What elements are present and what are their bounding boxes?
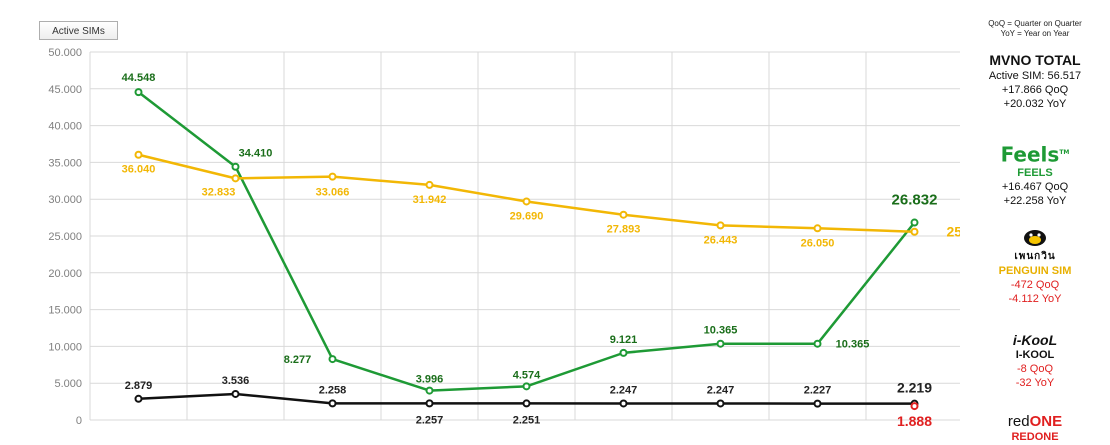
data-label-feels: 34.410 [239, 148, 273, 160]
ikool-name: I-KOOL [1015, 349, 1055, 361]
y-tick-label: 35.000 [48, 157, 82, 169]
data-point-ikool [134, 394, 143, 403]
mvno-total-title: MVNO TOTAL [989, 52, 1081, 68]
redone-logo: redONE [1007, 413, 1063, 430]
penguin-icon [1024, 230, 1046, 246]
data-point-feels [134, 88, 143, 97]
data-label-ikool: 2.247 [707, 384, 735, 396]
line-chart: 0 5.000 10.000 15.000 20.000 25.000 30.000 35.0… [48, 47, 961, 429]
redone-block: redONE REDONE [967, 414, 1103, 444]
data-point-ikool [425, 399, 434, 408]
feels-name: FEELS [1017, 166, 1053, 179]
mvno-qoq: +17.866 QoQ [1001, 84, 1069, 96]
y-tick-label: 5.000 [54, 378, 82, 390]
data-point-feels [328, 355, 337, 364]
penguin-name: PENGUIN SIM [998, 265, 1072, 277]
y-tick-label: 10.000 [48, 341, 82, 353]
data-point-penguin [716, 221, 725, 230]
y-tick-label: 50.000 [48, 47, 82, 59]
data-point-ikool [522, 399, 531, 408]
data-label-ikool: 2.219 [897, 380, 932, 396]
ikool-logo: i-KooL [1012, 332, 1058, 348]
data-point-ikool [813, 399, 822, 408]
feels-yoy: +22.258 YoY [1003, 194, 1067, 207]
penguin-block: เพนกวิน PENGUIN SIM -472 QoQ -4.112 YoY [967, 228, 1103, 306]
data-point-feels [231, 162, 240, 171]
data-label-ikool: 2.258 [319, 384, 347, 396]
penguin-qoq: -472 QoQ [1010, 279, 1060, 291]
y-tick-label: 40.000 [48, 121, 82, 133]
data-label-ikool: 3.536 [222, 375, 250, 387]
data-label-feels: 10.365 [836, 339, 870, 351]
feels-qoq: +16.467 QoQ [1001, 180, 1069, 193]
data-label-penguin: 31.942 [413, 194, 447, 206]
y-tick-label: 25.000 [48, 231, 82, 243]
data-point-feels [813, 339, 822, 348]
data-point-feels [522, 382, 531, 391]
data-label-ikool: 2.257 [416, 414, 444, 426]
data-label-penguin: 32.833 [202, 186, 236, 198]
data-label-feels: 3.996 [416, 374, 444, 386]
data-point-penguin [231, 174, 240, 183]
data-point-penguin [328, 172, 337, 181]
data-label-penguin: 29.690 [510, 210, 544, 222]
active-sims-button[interactable]: Active SIMs [39, 21, 118, 40]
data-label-penguin: 25.578 [947, 224, 961, 240]
data-point-penguin [134, 150, 143, 159]
y-tick-label: 45.000 [48, 84, 82, 96]
data-label-feels: 10.365 [704, 325, 738, 337]
data-label-penguin: 26.443 [704, 234, 738, 246]
y-tick-label: 15.000 [48, 305, 82, 317]
ikool-yoy: -32 YoY [1015, 377, 1055, 389]
redone-name: REDONE [1011, 431, 1059, 443]
data-label-feels: 4.574 [513, 369, 541, 381]
data-label-penguin: 36.040 [122, 164, 156, 176]
data-point-penguin [425, 180, 434, 189]
data-label-feels: 8.277 [284, 354, 312, 366]
qoq-note: QoQ = Quarter on Quarter [988, 19, 1082, 28]
data-point-ikool [619, 399, 628, 408]
data-point-penguin [619, 210, 628, 219]
data-point-ikool [231, 389, 240, 398]
data-point-ikool [716, 399, 725, 408]
data-label-redone: 1.888 [897, 413, 932, 429]
data-label-penguin: 27.893 [607, 224, 641, 236]
penguin-logo-text: เพนกวิน [1014, 251, 1056, 262]
data-label-feels: 44.548 [122, 72, 156, 84]
ikool-block: i-KooL I-KOOL -8 QoQ -32 YoY [967, 332, 1103, 390]
data-point-redone [910, 402, 919, 411]
data-label-feels: 26.832 [892, 192, 938, 209]
mvno-yoy: +20.032 YoY [1003, 98, 1067, 110]
penguin-yoy: -4.112 YoY [1008, 293, 1062, 305]
feels-logo: FeelsTM [1000, 142, 1070, 167]
y-tick-label: 30.000 [48, 194, 82, 206]
data-label-penguin: 26.050 [801, 237, 835, 249]
data-point-penguin [910, 227, 919, 236]
ikool-qoq: -8 QoQ [1016, 363, 1054, 375]
data-point-feels [425, 386, 434, 395]
mvno-active-sim: Active SIM: 56.517 [988, 70, 1082, 82]
y-tick-label: 20.000 [48, 268, 82, 280]
penguin-logo [967, 228, 1103, 250]
feels-block: FeelsTM FEELS +16.467 QoQ +22.258 YoY [967, 142, 1103, 208]
data-point-penguin [522, 197, 531, 206]
mvno-total-block: MVNO TOTAL Active SIM: 56.517 +17.866 Qo… [967, 51, 1103, 111]
data-point-feels [716, 339, 725, 348]
data-point-ikool [328, 399, 337, 408]
data-label-feels: 9.121 [610, 334, 638, 346]
yoy-note: YoY = Year on Year [1000, 29, 1070, 38]
data-label-ikool: 2.251 [513, 414, 541, 426]
data-label-ikool: 2.227 [804, 385, 832, 397]
data-label-ikool: 2.879 [125, 380, 153, 392]
series-line-feels [137, 91, 916, 392]
abbreviation-notes: QoQ = Quarter on Quarter YoY = Year on Y… [960, 19, 1110, 39]
data-point-feels [910, 218, 919, 227]
data-point-penguin [813, 224, 822, 233]
data-label-penguin: 33.066 [316, 187, 350, 199]
y-tick-label: 0 [76, 415, 82, 427]
data-point-feels [619, 348, 628, 357]
data-label-ikool: 2.247 [610, 384, 638, 396]
